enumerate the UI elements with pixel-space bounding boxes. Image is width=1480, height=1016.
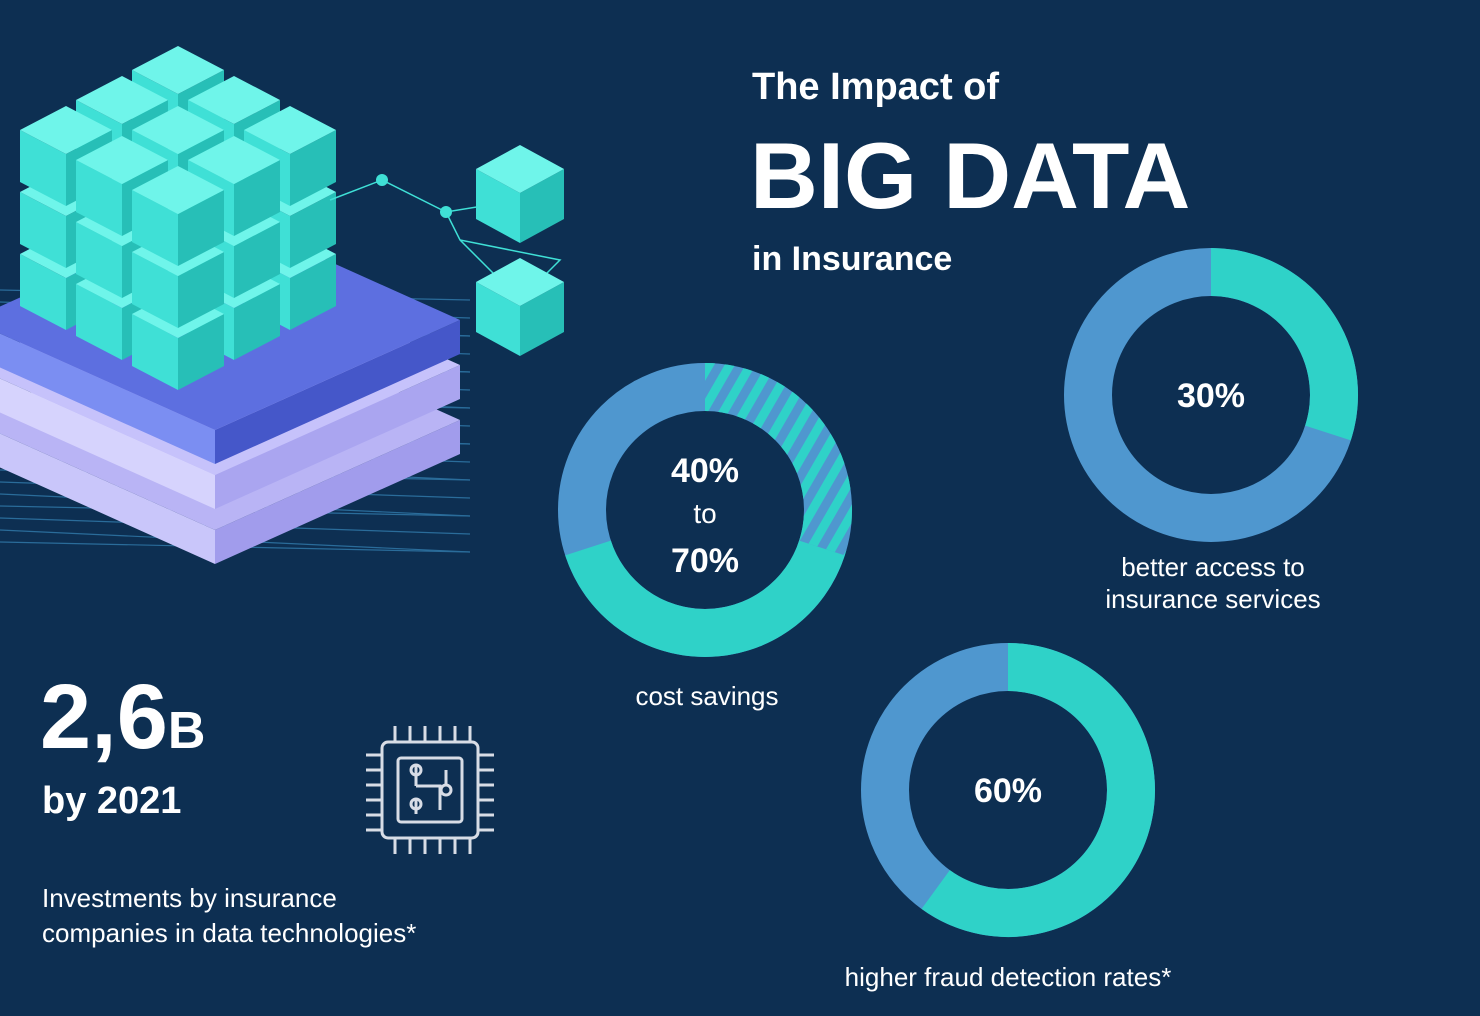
chip-icon — [366, 726, 494, 854]
cube-face — [20, 106, 112, 154]
cube-face — [132, 46, 224, 94]
cube-face — [76, 76, 168, 124]
cube-face — [188, 76, 280, 124]
cube-face — [290, 130, 336, 206]
cube-face — [476, 145, 564, 193]
donut-caption: cost savings — [635, 681, 778, 711]
stat-amount-number: 2,6 — [40, 666, 168, 768]
donut-caption: better access to — [1121, 552, 1305, 582]
donut-value: 60% — [974, 772, 1042, 810]
cube-face — [476, 258, 564, 306]
donut-joiner: to — [693, 498, 716, 529]
cube-face — [132, 314, 178, 390]
platform-side — [0, 378, 215, 509]
title-line: The Impact of — [752, 66, 999, 108]
cube-face — [132, 166, 224, 214]
cube-face — [290, 192, 336, 268]
cube-face — [132, 190, 178, 266]
cube-face — [234, 222, 280, 298]
donut-arc — [921, 643, 1155, 937]
donut-arc — [565, 540, 845, 657]
stat-unit: B — [168, 702, 206, 760]
illustration — [0, 46, 564, 564]
platform-side — [215, 320, 460, 464]
title-line: in Insurance — [752, 240, 952, 278]
cube-face — [188, 136, 280, 184]
donut-value: 70% — [671, 542, 739, 580]
cube-face — [76, 136, 168, 184]
title-main: BIG DATA — [750, 123, 1190, 228]
donut-value: 40% — [671, 452, 739, 490]
stat-amount: 2,6B — [40, 666, 205, 768]
platform-side — [215, 420, 460, 564]
platform-side — [0, 333, 215, 464]
connector-dot — [376, 174, 388, 186]
cube-face — [20, 192, 66, 268]
cube-face — [234, 284, 280, 360]
cube-face — [132, 252, 178, 328]
donut-range-arc — [704, 363, 852, 556]
cube-face — [178, 190, 224, 266]
donut-caption: higher fraud detection rates* — [845, 962, 1172, 992]
stat-caption: Investments by insurance — [42, 883, 337, 913]
cube-face — [178, 252, 224, 328]
cube-face — [520, 169, 564, 243]
stat-caption: companies in data technologies* — [42, 918, 416, 948]
cube-face — [76, 284, 122, 360]
connector-dot — [440, 206, 452, 218]
cube-face — [132, 106, 224, 154]
cube-face — [20, 130, 66, 206]
cube-face — [476, 169, 520, 243]
donut-caption: insurance services — [1105, 584, 1320, 614]
cube-face — [520, 282, 564, 356]
stat-period: by 2021 — [42, 780, 181, 822]
cube-face — [20, 254, 66, 330]
cube-face — [244, 106, 336, 154]
platform-side — [0, 433, 215, 564]
cube-face — [234, 160, 280, 236]
donut-arc — [1210, 248, 1358, 441]
cube-face — [476, 282, 520, 356]
cube-face — [76, 222, 122, 298]
donut-value: 30% — [1177, 377, 1245, 415]
cube-face — [76, 160, 122, 236]
platform-side — [215, 365, 460, 509]
cube-face — [178, 314, 224, 390]
cube-face — [290, 254, 336, 330]
